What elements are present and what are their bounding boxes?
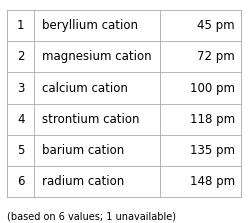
Text: 1: 1	[17, 19, 25, 32]
Text: 100 pm: 100 pm	[190, 82, 235, 95]
Text: barium cation: barium cation	[42, 144, 125, 157]
Text: 3: 3	[17, 82, 25, 95]
Text: 5: 5	[17, 144, 25, 157]
Text: magnesium cation: magnesium cation	[42, 50, 152, 63]
Text: calcium cation: calcium cation	[42, 82, 128, 95]
Text: strontium cation: strontium cation	[42, 113, 140, 126]
Text: 45 pm: 45 pm	[197, 19, 235, 32]
Text: 72 pm: 72 pm	[197, 50, 235, 63]
Text: 4: 4	[17, 113, 25, 126]
Text: 6: 6	[17, 175, 25, 188]
Text: radium cation: radium cation	[42, 175, 125, 188]
Text: 2: 2	[17, 50, 25, 63]
Text: 148 pm: 148 pm	[190, 175, 235, 188]
Text: beryllium cation: beryllium cation	[42, 19, 138, 32]
Text: (based on 6 values; 1 unavailable): (based on 6 values; 1 unavailable)	[7, 212, 176, 222]
Text: 135 pm: 135 pm	[190, 144, 235, 157]
Text: 118 pm: 118 pm	[190, 113, 235, 126]
